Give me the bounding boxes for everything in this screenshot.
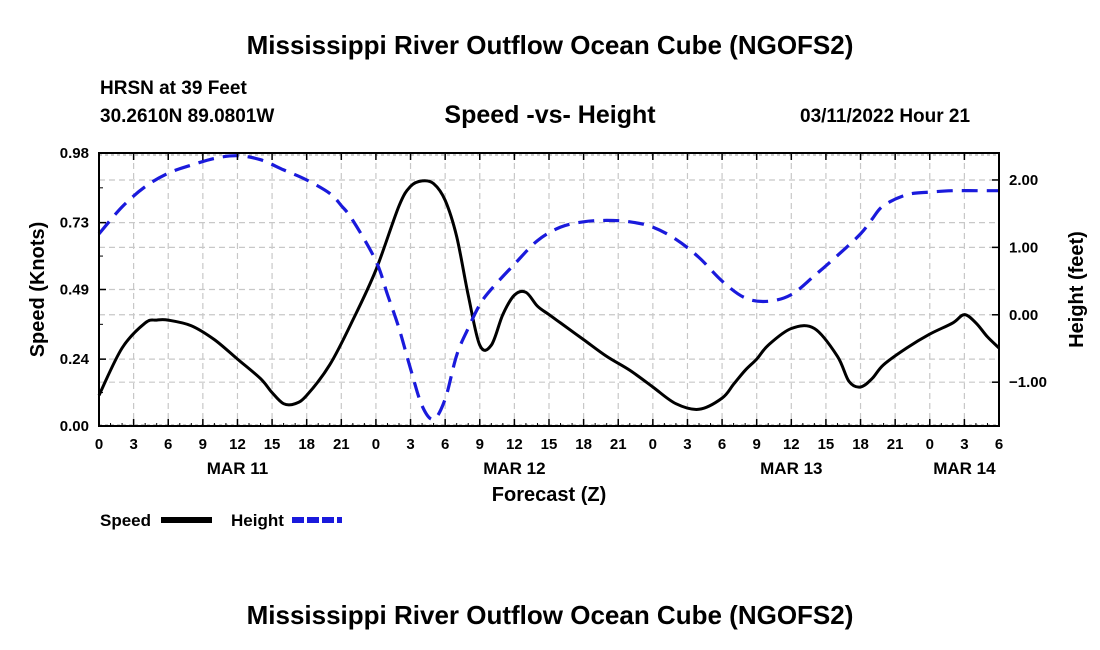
speed-series-line bbox=[97, 179, 1001, 411]
axis-labels: Forecast (Z) Speed (Knots) Height (feet) bbox=[27, 222, 1088, 506]
date-label: MAR 14 bbox=[933, 459, 996, 478]
chart-subtitle: Speed -vs- Height bbox=[444, 101, 656, 129]
x-tick-label: 15 bbox=[541, 436, 558, 453]
y-tick-label: 0.73 bbox=[60, 215, 89, 232]
x-tick-label: 0 bbox=[649, 436, 657, 453]
y-tick-label: 0.24 bbox=[60, 351, 90, 368]
x-axis-label: Forecast (Z) bbox=[492, 484, 606, 506]
x-tick-label: 21 bbox=[333, 436, 350, 453]
x-tick-label: 6 bbox=[995, 436, 1003, 453]
x-tick-label: 0 bbox=[95, 436, 103, 453]
x-tick-label: 9 bbox=[476, 436, 484, 453]
location-label: 30.2610N 89.0801W bbox=[100, 106, 275, 127]
x-tick-label: 12 bbox=[229, 436, 246, 453]
x-tick-label: 9 bbox=[199, 436, 207, 453]
x-tick-label: 18 bbox=[298, 436, 315, 453]
x-tick-label: 0 bbox=[372, 436, 380, 453]
station-label: HRSN at 39 Feet bbox=[100, 78, 247, 99]
y2-tick-label: 0.00 bbox=[1009, 307, 1038, 324]
x-tick-label: 9 bbox=[753, 436, 761, 453]
x-tick-label: 21 bbox=[887, 436, 904, 453]
x-tick-label: 15 bbox=[264, 436, 281, 453]
x-tick-label: 12 bbox=[783, 436, 800, 453]
x-tick-label: 3 bbox=[960, 436, 968, 453]
y2-tick-label: 1.00 bbox=[1009, 239, 1038, 256]
timestamp-label: 03/11/2022 Hour 21 bbox=[800, 106, 971, 127]
x-tick-label: 15 bbox=[818, 436, 835, 453]
series-lines bbox=[97, 154, 1001, 421]
y2-axis-label: Height (feet) bbox=[1066, 231, 1088, 348]
date-label: MAR 13 bbox=[760, 459, 822, 478]
legend-speed-label: Speed bbox=[100, 511, 151, 530]
date-label: MAR 11 bbox=[207, 459, 268, 478]
footer-title: Mississippi River Outflow Ocean Cube (NG… bbox=[246, 600, 854, 630]
x-tick-label: 6 bbox=[164, 436, 172, 453]
x-tick-label: 6 bbox=[441, 436, 449, 453]
x-tick-label: 3 bbox=[129, 436, 137, 453]
x-tick-label: 0 bbox=[926, 436, 934, 453]
y-tick-label: 0.98 bbox=[60, 145, 89, 162]
x-tick-label: 6 bbox=[718, 436, 726, 453]
chart-title: Mississippi River Outflow Ocean Cube (NG… bbox=[246, 30, 854, 60]
y-axis-label: Speed (Knots) bbox=[27, 222, 49, 358]
date-label: MAR 12 bbox=[483, 459, 545, 478]
axis-ticks: 0 3 6 9 12 15 18 21 0 3 6 9 12 15 18 21 0 3 6 9 12 15 18 21 0 3 6 M… bbox=[60, 145, 1047, 478]
x-tick-label: 3 bbox=[683, 436, 691, 453]
y2-tick-label: 2.00 bbox=[1009, 172, 1038, 189]
height-series-line bbox=[97, 154, 999, 421]
legend: Speed Height bbox=[100, 511, 342, 530]
x-tick-label: 18 bbox=[852, 436, 869, 453]
x-tick-label: 21 bbox=[610, 436, 627, 453]
y2-tick-label: −1.00 bbox=[1009, 374, 1047, 391]
x-tick-label: 12 bbox=[506, 436, 523, 453]
y-tick-label: 0.00 bbox=[60, 418, 89, 435]
legend-height-label: Height bbox=[231, 511, 284, 530]
y-tick-label: 0.49 bbox=[60, 282, 89, 299]
x-tick-label: 18 bbox=[575, 436, 592, 453]
x-tick-label: 3 bbox=[406, 436, 414, 453]
